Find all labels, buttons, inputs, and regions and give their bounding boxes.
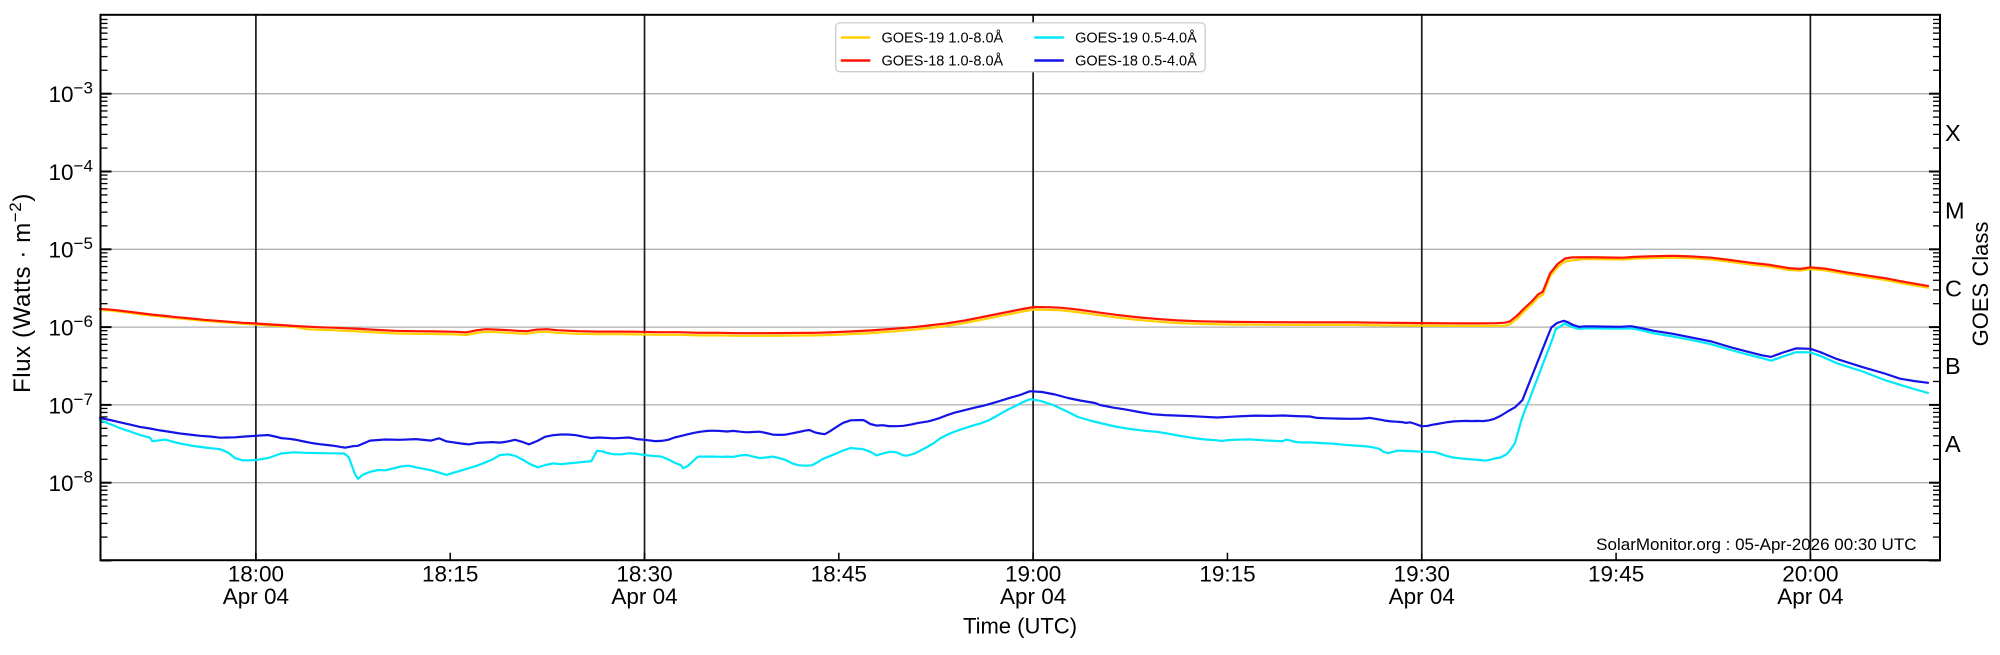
svg-text:Apr 04: Apr 04: [223, 584, 289, 609]
svg-text:18:45: 18:45: [811, 562, 867, 587]
svg-text:18:00: 18:00: [228, 562, 284, 587]
svg-text:19:00: 19:00: [1005, 562, 1061, 587]
svg-text:GOES-18 1.0-8.0Å: GOES-18 1.0-8.0Å: [882, 53, 1004, 70]
svg-text:10−7: 10−7: [49, 390, 93, 419]
svg-text:M: M: [1945, 198, 1965, 224]
svg-text:SolarMonitor.org : 05-Apr-2026: SolarMonitor.org : 05-Apr-2026 00:30 UTC: [1596, 535, 1916, 554]
svg-text:18:30: 18:30: [616, 562, 672, 587]
svg-text:GOES Class: GOES Class: [1968, 222, 1993, 347]
svg-text:GOES-18 0.5-4.0Å: GOES-18 0.5-4.0Å: [1075, 53, 1197, 70]
svg-text:19:15: 19:15: [1199, 562, 1255, 587]
svg-text:Apr 04: Apr 04: [1777, 584, 1843, 609]
svg-text:GOES-19 0.5-4.0Å: GOES-19 0.5-4.0Å: [1075, 30, 1197, 47]
svg-text:19:45: 19:45: [1588, 562, 1644, 587]
svg-text:19:30: 19:30: [1394, 562, 1450, 587]
svg-text:GOES-19 1.0-8.0Å: GOES-19 1.0-8.0Å: [882, 30, 1004, 47]
svg-text:Time (UTC): Time (UTC): [963, 614, 1077, 639]
svg-text:20:00: 20:00: [1782, 562, 1838, 587]
svg-text:C: C: [1945, 275, 1962, 301]
svg-text:10−4: 10−4: [49, 156, 93, 185]
svg-text:Flux (Watts · m−2): Flux (Watts · m−2): [6, 193, 36, 393]
svg-text:Apr 04: Apr 04: [1000, 584, 1066, 609]
svg-text:18:15: 18:15: [422, 562, 478, 587]
svg-text:Apr 04: Apr 04: [1389, 584, 1455, 609]
svg-text:B: B: [1945, 353, 1961, 379]
svg-text:X: X: [1945, 120, 1961, 146]
svg-text:A: A: [1945, 431, 1961, 457]
svg-text:Apr 04: Apr 04: [611, 584, 677, 609]
